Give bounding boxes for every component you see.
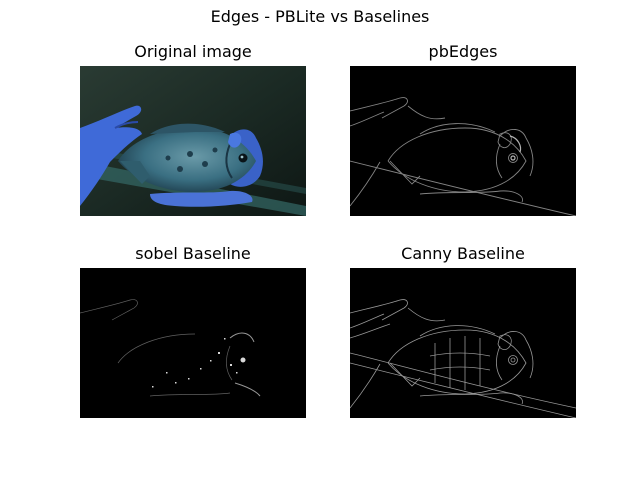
- panel-canny: [350, 268, 576, 418]
- panel-title-pbedges: pbEdges: [428, 42, 498, 61]
- canny-edge-map: [350, 299, 576, 418]
- panel-pbedges: [350, 66, 576, 216]
- sobel-edge-map: [80, 299, 261, 397]
- panel-title-original: Original image: [134, 42, 252, 61]
- panel-title-canny: Canny Baseline: [401, 244, 525, 263]
- pbedges-edge-map: [350, 97, 576, 216]
- panel-original-image: [80, 66, 306, 216]
- panel-sobel: [80, 268, 306, 418]
- figure-suptitle: Edges - PBLite vs Baselines: [210, 7, 430, 26]
- original-image-photo: [80, 66, 306, 216]
- panel-title-sobel: sobel Baseline: [135, 244, 251, 263]
